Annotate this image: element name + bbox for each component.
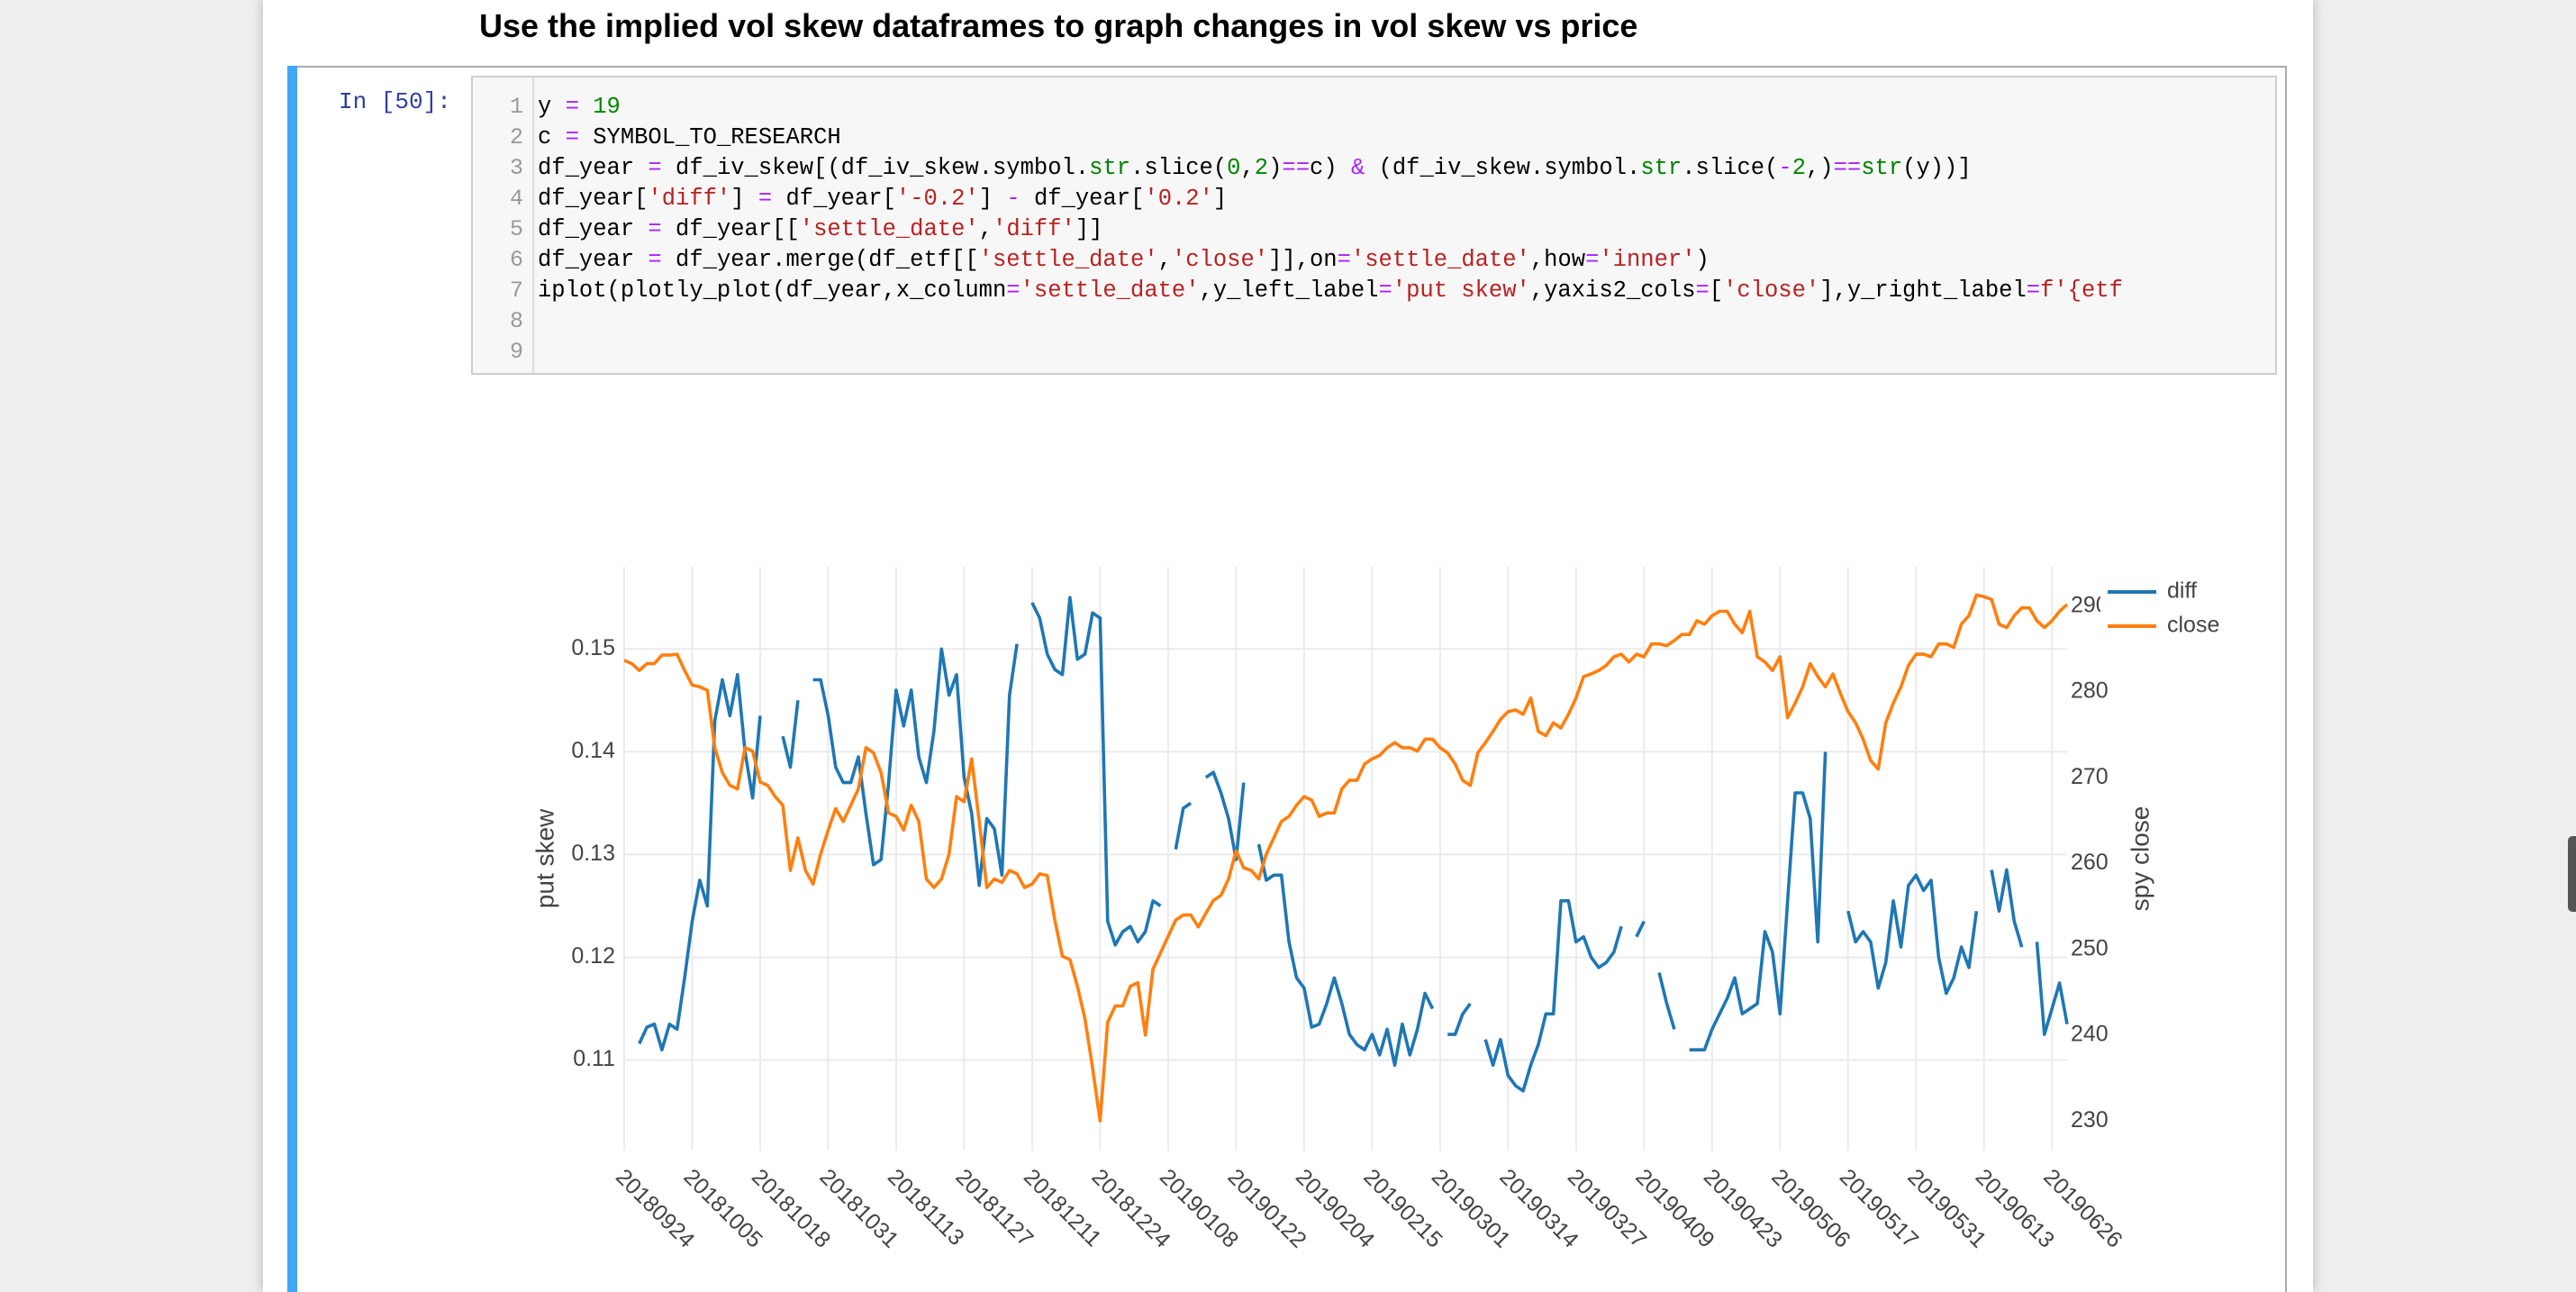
code-token: '0.2' xyxy=(1144,186,1213,212)
y-tick-label: 0.15 xyxy=(571,635,615,660)
y2-tick-label: 230 xyxy=(2071,1107,2109,1133)
line-number: 6 xyxy=(509,247,523,273)
line-number: 1 xyxy=(509,94,523,120)
code-token: = xyxy=(2026,278,2041,304)
y2-tick-label: 250 xyxy=(2071,935,2109,960)
legend-label: diff xyxy=(2167,578,2197,604)
code-token: 'settle_date' xyxy=(1020,278,1200,304)
code-line: iplot(plotly_plot(df_year,x_column='sett… xyxy=(538,278,2123,304)
y2-tick-label: 260 xyxy=(2071,850,2109,875)
code-token: = xyxy=(1006,278,1020,304)
line-number: 5 xyxy=(509,216,523,242)
code-token: str xyxy=(1089,155,1131,181)
code-token: 'close' xyxy=(1171,247,1269,273)
code-token: 'settle_date' xyxy=(1350,247,1530,273)
code-token: = xyxy=(757,186,773,212)
y2-axis-title: spy close xyxy=(2126,806,2154,912)
cell-selection-bar xyxy=(287,66,297,1292)
code-token: 'settle_date' xyxy=(799,216,979,242)
code-token: = xyxy=(565,94,579,120)
code-token: 'settle_date' xyxy=(978,247,1158,273)
line-number: 9 xyxy=(509,339,523,365)
cell-prompt: In [50]: xyxy=(339,88,451,115)
code-token: = xyxy=(648,155,662,181)
code-token: f'{etf xyxy=(2040,278,2123,304)
code-token: 2 xyxy=(1254,155,1269,181)
code-token: 2 xyxy=(1791,155,1806,181)
line-number: 7 xyxy=(509,278,523,304)
y-tick-label: 0.12 xyxy=(571,943,615,969)
y-tick-label: 0.11 xyxy=(573,1046,615,1071)
legend-label: close xyxy=(2167,613,2219,638)
series-line xyxy=(638,596,2069,1093)
code-token: = xyxy=(648,216,662,242)
code-token: '-0.2' xyxy=(895,186,979,212)
y2-tick-label: 240 xyxy=(2071,1022,2109,1047)
code-line: df_year['diff'] = df_year['-0.2'] - df_y… xyxy=(538,186,1228,212)
code-token: str xyxy=(1861,155,1903,181)
code-line: df_year = df_iv_skew[(df_iv_skew.symbol.… xyxy=(538,155,1972,181)
code-token: = xyxy=(1378,278,1392,304)
code-token: - xyxy=(1778,155,1792,181)
code-token: 0 xyxy=(1227,155,1241,181)
code-token: str xyxy=(1640,155,1683,181)
y-tick-label: 0.14 xyxy=(571,738,615,763)
code-token: & xyxy=(1350,155,1365,181)
series-line xyxy=(623,593,2069,1123)
code-token: - xyxy=(1006,186,1020,212)
line-number: 8 xyxy=(509,308,523,334)
code-input[interactable]: 1 2 3 4 5 6 7 8 9 y = 19 c = SYMBOL_TO_RESEARCH df_… xyxy=(471,76,2277,375)
y2-tick-label: 270 xyxy=(2071,764,2109,789)
code-token: 19 xyxy=(593,94,621,120)
code-line: c = SYMBOL_TO_RESEARCH xyxy=(538,124,841,150)
line-number: 2 xyxy=(509,124,523,150)
line-gutter: 1 2 3 4 5 6 7 8 9 xyxy=(473,77,534,373)
heading: Use the implied vol skew dataframes to g… xyxy=(479,7,1638,44)
scrollbar[interactable] xyxy=(2568,836,2576,912)
code-token: == xyxy=(1282,155,1311,181)
code-token: = xyxy=(1695,278,1710,304)
code-token: 'diff' xyxy=(648,186,731,212)
code-token: 'diff' xyxy=(993,216,1075,242)
line-number: 4 xyxy=(509,186,523,212)
code-line: y = 19 xyxy=(538,94,621,120)
code-token: 'close' xyxy=(1723,278,1820,304)
code-token: = xyxy=(648,247,662,273)
code-token: = xyxy=(565,124,579,150)
code-token: = xyxy=(1585,247,1600,273)
line-number: 3 xyxy=(509,155,523,181)
code-token: 'put skew' xyxy=(1392,278,1530,304)
y-tick-label: 0.13 xyxy=(571,841,615,866)
legend-box xyxy=(2100,577,2209,647)
code-token: = xyxy=(1337,247,1351,273)
code-token: == xyxy=(1833,155,1862,181)
code-token: 'inner' xyxy=(1599,247,1696,273)
code-line: df_year = df_year[['settle_date','diff']… xyxy=(538,216,1103,242)
y-axis-title: put skew xyxy=(531,808,558,908)
code-line: df_year = df_year.merge(df_etf[['settle_… xyxy=(538,247,1710,273)
y2-tick-label: 280 xyxy=(2071,678,2109,704)
